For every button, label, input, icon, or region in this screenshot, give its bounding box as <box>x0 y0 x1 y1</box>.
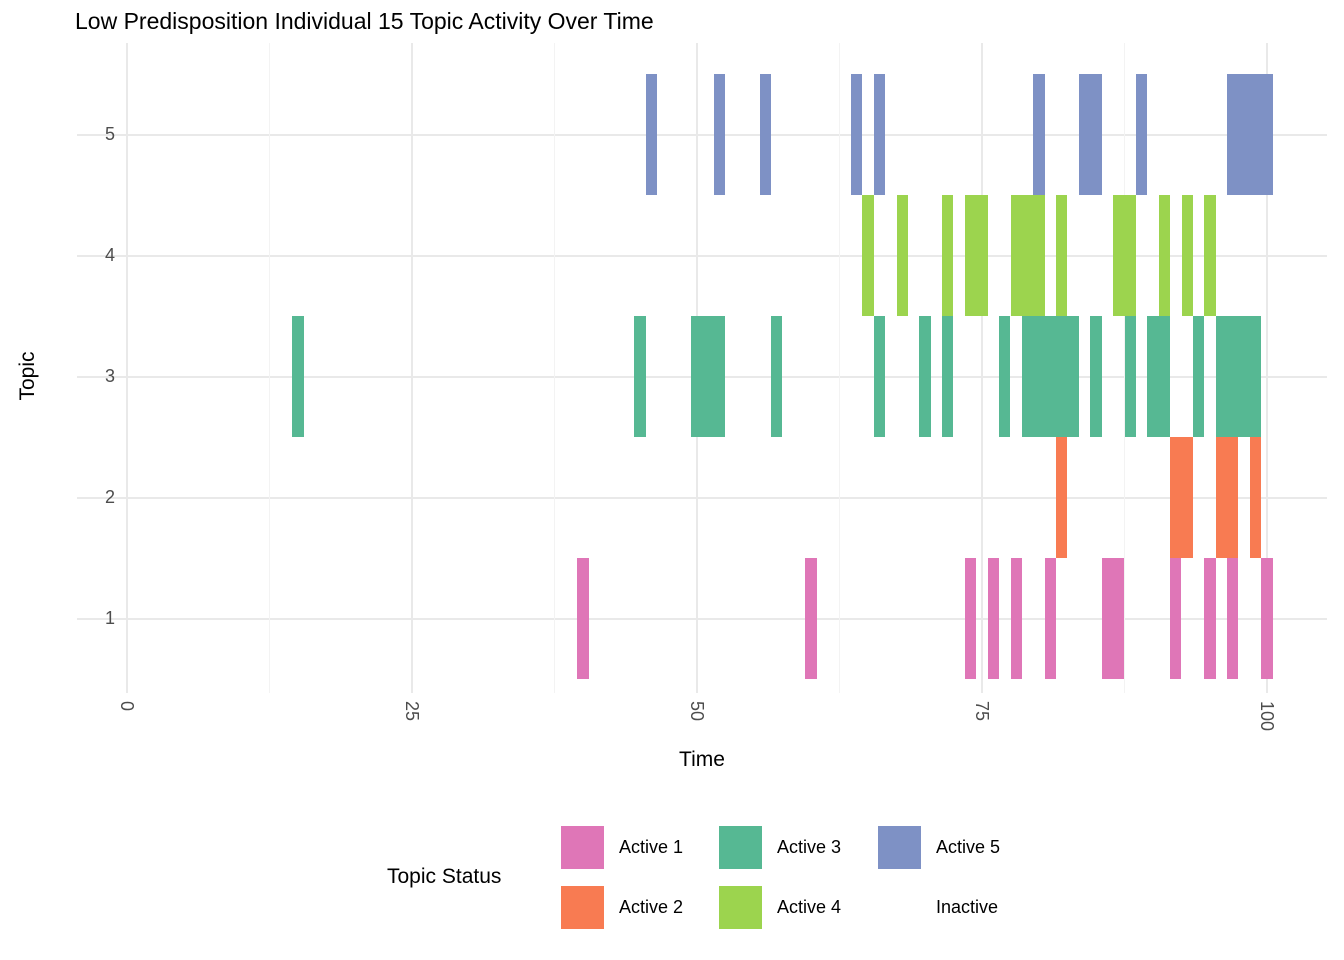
activity-tile-topic2-t99 <box>1249 436 1262 558</box>
activity-tile-topic5-t46 <box>645 73 658 195</box>
plot-panel <box>77 43 1327 693</box>
activity-tile-topic1-t81 <box>1044 557 1057 679</box>
y-axis-title: Topic <box>16 351 39 401</box>
activity-tile-topic4-t82 <box>1056 194 1068 316</box>
activity-tile-topic5-t66 <box>873 73 886 195</box>
legend-item-active-3: Active 3 <box>719 826 869 869</box>
y-tick-label: 3 <box>104 366 115 386</box>
activity-tile-topic4-t72 <box>942 194 954 316</box>
v-gridline-minor <box>839 43 840 693</box>
activity-tile-topic1-t40 <box>577 557 589 679</box>
h-gridline <box>77 617 1327 620</box>
activity-tile-topic3-t94 <box>1192 315 1205 437</box>
activity-tile-topic1-t95 <box>1204 557 1216 679</box>
y-tick-label: 5 <box>104 124 115 144</box>
activity-tile-topic3-t72 <box>942 315 954 437</box>
activity-tile-topic3-t45 <box>634 315 646 437</box>
legend-label: Active 4 <box>777 897 842 917</box>
v-gridline-minor <box>269 43 270 693</box>
activity-tile-topic2-t92-93 <box>1170 436 1193 558</box>
legend-label: Active 2 <box>619 897 684 917</box>
v-gridline <box>981 43 983 693</box>
activity-tile-topic4-t87-88 <box>1113 194 1136 316</box>
legend-swatch <box>878 886 921 929</box>
activity-tile-topic2-t96-97 <box>1215 436 1239 558</box>
activity-tile-topic1-t92 <box>1170 557 1182 679</box>
legend-label: Active 3 <box>777 837 842 857</box>
activity-tile-topic4-t91 <box>1158 194 1171 316</box>
legend-item-active-1: Active 1 <box>561 826 711 869</box>
v-gridline <box>1266 43 1268 693</box>
activity-tile-topic3-t85 <box>1090 315 1102 437</box>
h-gridline <box>77 254 1327 257</box>
activity-tile-topic1-t100 <box>1261 557 1273 679</box>
activity-tile-topic3-t77 <box>999 315 1011 437</box>
legend-title: Topic Status <box>387 865 502 888</box>
activity-tile-topic5-t97-100 <box>1227 73 1273 195</box>
activity-tile-topic1-t60 <box>805 557 817 679</box>
activity-tile-topic3-t15 <box>292 315 304 437</box>
activity-tile-topic4-t65 <box>862 194 874 316</box>
x-tick-label: 0 <box>117 701 137 712</box>
legend-label: Active 5 <box>936 837 1001 857</box>
v-gridline <box>411 43 413 693</box>
activity-tile-topic3-t90-91 <box>1147 315 1171 437</box>
activity-tile-topic5-t64 <box>850 73 863 195</box>
y-tick-label: 1 <box>104 608 115 628</box>
legend-item-inactive: Inactive <box>878 886 1028 929</box>
y-tick-label: 2 <box>104 487 115 507</box>
activity-tile-topic1-t86-87 <box>1101 557 1125 679</box>
activity-tile-topic5-t52 <box>714 73 726 195</box>
activity-tile-topic5-t56 <box>759 73 772 195</box>
legend-label: Active 1 <box>619 837 684 857</box>
activity-tile-topic3-t50-52 <box>691 315 726 437</box>
y-tick-label: 4 <box>104 245 115 265</box>
activity-tile-topic3-t88 <box>1124 315 1136 437</box>
legend-item-active-2: Active 2 <box>561 886 711 929</box>
activity-tile-topic3-t70 <box>919 315 931 437</box>
activity-tile-topic5-t84-85 <box>1078 73 1102 195</box>
x-tick-label: 100 <box>1257 701 1277 732</box>
activity-tile-topic3-t79-83 <box>1021 315 1079 437</box>
activity-tile-topic5-t80 <box>1033 73 1045 195</box>
activity-tile-topic1-t78 <box>1010 557 1022 679</box>
activity-tile-topic4-t68 <box>896 194 908 316</box>
legend-swatch <box>561 886 604 929</box>
activity-tile-topic1-t74 <box>964 557 977 679</box>
activity-tile-topic5-t89 <box>1135 73 1148 195</box>
activity-tile-topic3-t57 <box>771 315 783 437</box>
x-tick-label: 75 <box>972 701 992 722</box>
activity-tile-topic1-t97 <box>1227 557 1239 679</box>
legend-swatch <box>878 826 921 869</box>
x-axis-title: Time <box>679 748 725 771</box>
legend-item-active-5: Active 5 <box>878 826 1028 869</box>
legend-item-active-4: Active 4 <box>719 886 869 929</box>
legend-swatch <box>561 826 604 869</box>
activity-tile-topic3-t66 <box>873 315 886 437</box>
activity-tile-topic4-t95 <box>1204 194 1216 316</box>
v-gridline-minor <box>554 43 555 693</box>
activity-tile-topic3-t96-99 <box>1215 315 1262 437</box>
legend-label: Inactive <box>936 897 999 917</box>
x-tick-label: 25 <box>402 701 422 722</box>
x-tick-label: 50 <box>687 701 707 722</box>
activity-tile-topic4-t93 <box>1181 194 1193 316</box>
activity-tile-topic2-t82 <box>1056 436 1068 558</box>
h-gridline <box>77 133 1327 136</box>
activity-tile-topic1-t76 <box>987 557 1000 679</box>
legend-swatch <box>719 886 762 929</box>
activity-tile-topic4-t78-80 <box>1010 194 1045 316</box>
h-gridline <box>77 496 1327 499</box>
v-gridline <box>126 43 128 693</box>
activity-tile-topic4-t74-75 <box>964 194 988 316</box>
chart-title: Low Predisposition Individual 15 Topic A… <box>75 8 654 34</box>
legend-swatch <box>719 826 762 869</box>
